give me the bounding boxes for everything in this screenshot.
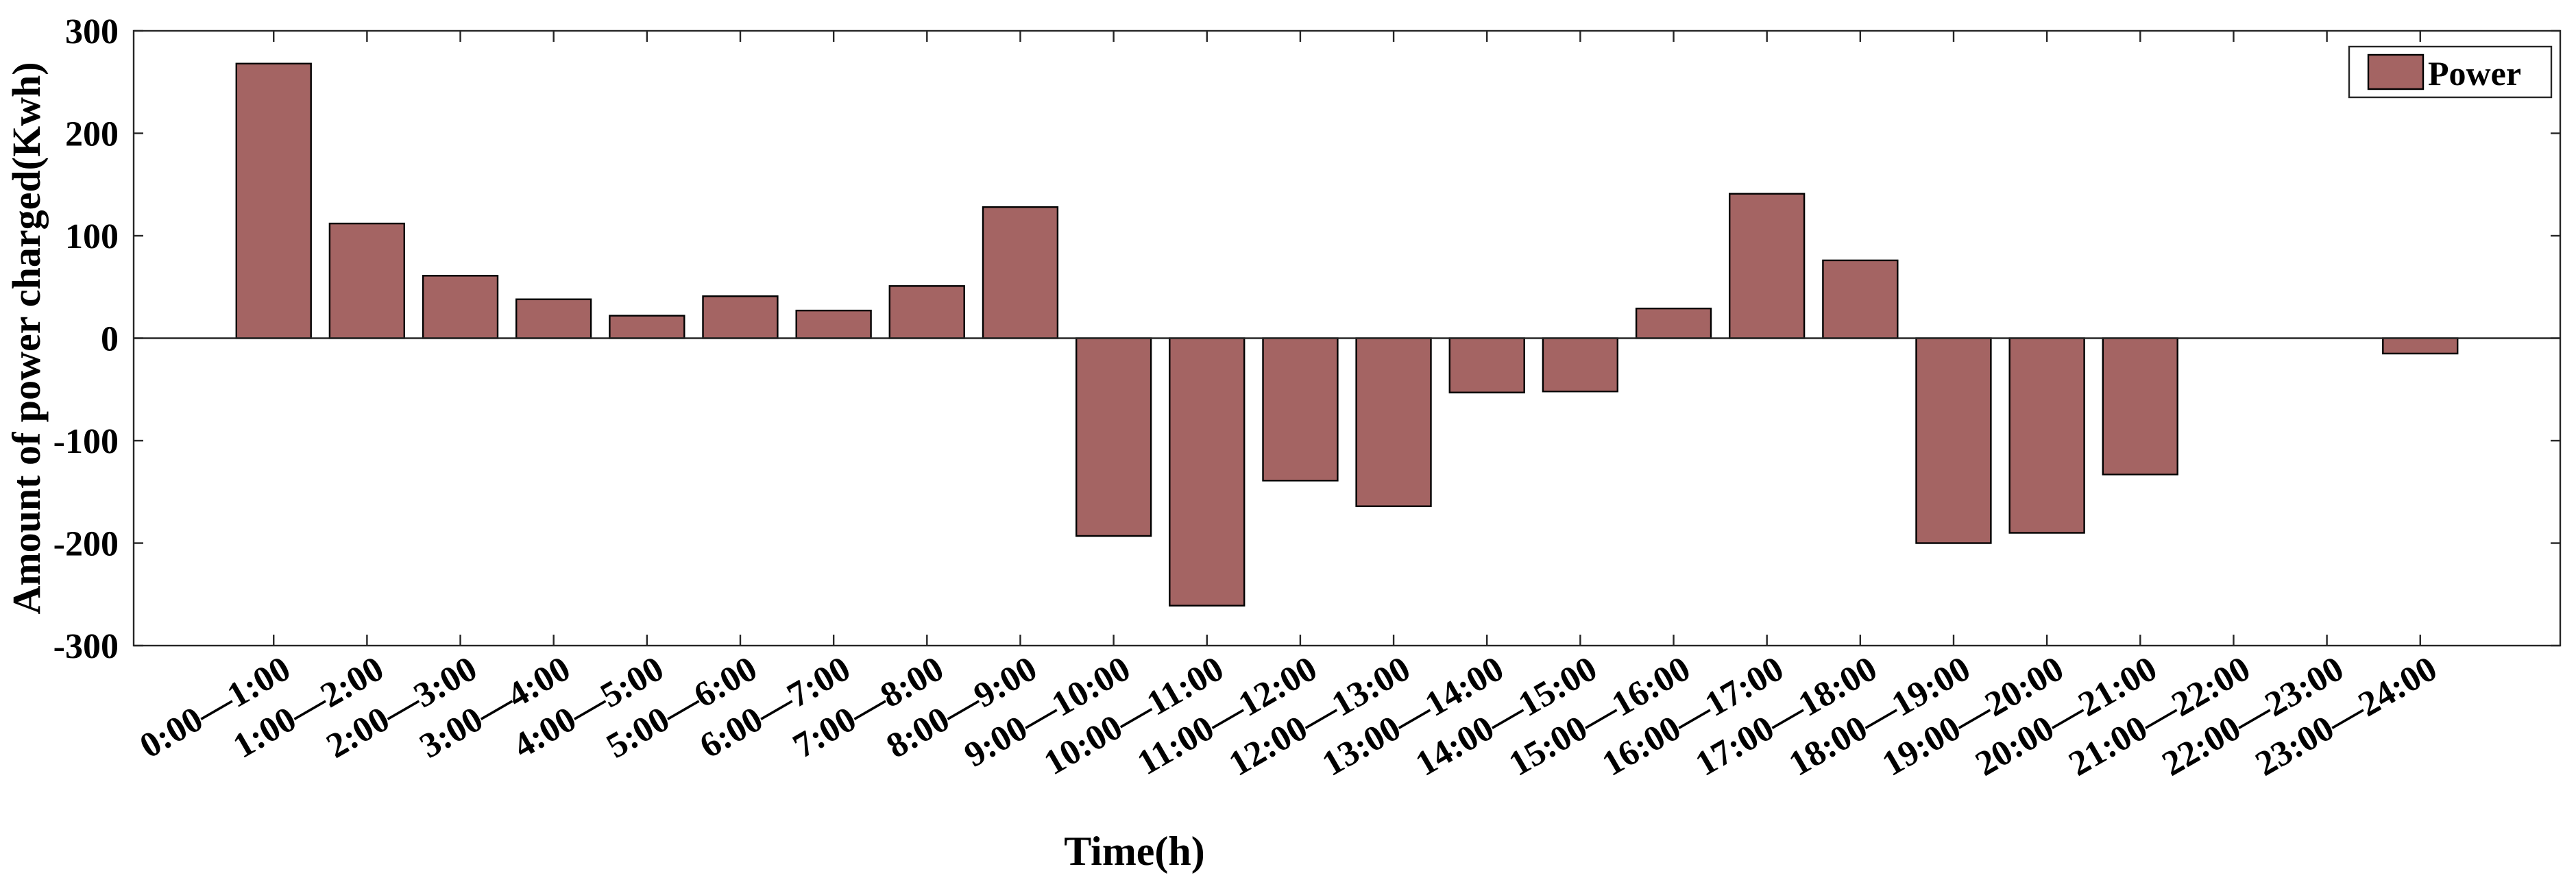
- bar-17: [1822, 259, 1899, 339]
- bar-18: [1915, 337, 1992, 544]
- bar-2: [422, 275, 499, 339]
- bar-0: [235, 62, 312, 339]
- legend: Power: [2348, 45, 2553, 99]
- bar-1: [328, 222, 405, 339]
- bar-13: [1448, 337, 1525, 393]
- bar-16: [1728, 193, 1806, 339]
- bar-20: [2102, 337, 2178, 476]
- bar-5: [702, 295, 779, 339]
- bar-14: [1542, 337, 1618, 393]
- bar-6: [795, 309, 872, 339]
- bar-11: [1262, 337, 1339, 482]
- legend-label-power: Power: [2428, 54, 2521, 93]
- bar-3: [515, 298, 592, 339]
- bar-8: [982, 206, 1059, 339]
- bar-23: [2382, 337, 2459, 355]
- plot-area: [132, 29, 2562, 647]
- y-tick-label-3: 0: [101, 320, 119, 359]
- y-axis: -300 -200 -100 0 100 200 300: [53, 12, 2560, 666]
- y-tick-label-5: 200: [65, 115, 119, 154]
- x-axis-title: Time(h): [1064, 829, 1205, 874]
- bar-4: [609, 315, 685, 339]
- legend-swatch-power: [2367, 53, 2425, 90]
- y-tick-label-6: 300: [65, 12, 119, 51]
- y-tick-label-0: -300: [53, 627, 119, 666]
- bar-12: [1355, 337, 1432, 507]
- y-tick-label-2: -100: [53, 422, 119, 461]
- bar-9: [1075, 337, 1152, 537]
- y-tick-label-1: -200: [53, 525, 119, 564]
- bar-19: [2008, 337, 2085, 534]
- y-axis-title: Amount of power charged(Kwh): [4, 62, 49, 614]
- y-tick-label-4: 100: [65, 217, 119, 256]
- bar-15: [1635, 307, 1712, 339]
- bar-10: [1169, 337, 1246, 607]
- bar-7: [888, 285, 965, 339]
